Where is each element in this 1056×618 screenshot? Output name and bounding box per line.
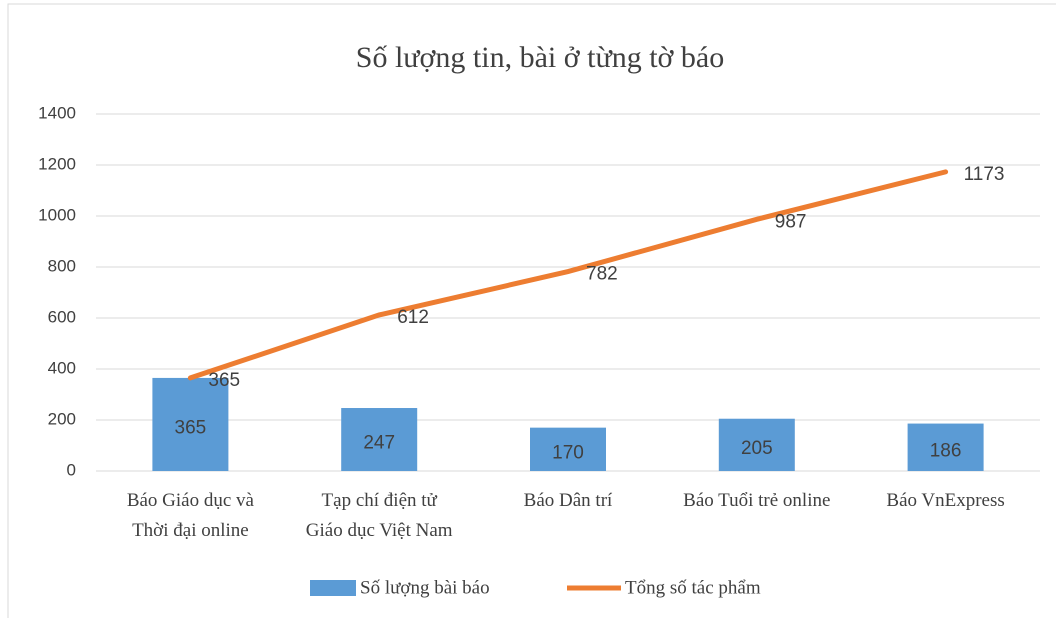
bar-value-label: 365 <box>175 417 207 438</box>
line-value-label: 782 <box>586 264 618 285</box>
y-tick-label: 1000 <box>38 205 76 224</box>
chart-border <box>7 3 1056 618</box>
bar-value-label: 170 <box>552 442 584 463</box>
x-tick-label: Tạp chí điện tử Giáo dục Việt Nam <box>306 490 453 541</box>
bar-value-label: 205 <box>741 438 773 459</box>
bar <box>907 423 984 471</box>
bar-value-label: 247 <box>363 433 395 454</box>
line-value-label: 987 <box>775 211 807 232</box>
chart-title: Số lượng tin, bài ở từng tờ báo <box>356 41 724 74</box>
legend-swatch <box>310 580 356 596</box>
x-tick-label: Báo Giáo dục và Thời đại online <box>127 490 255 541</box>
x-tick-label: Báo Dân trí <box>524 490 613 511</box>
y-tick-label: 400 <box>48 358 76 377</box>
bar <box>341 408 418 471</box>
x-tick-label: Báo VnExpress <box>886 490 1004 511</box>
y-tick-label: 0 <box>67 460 76 479</box>
bar <box>530 427 606 471</box>
legend-label: Tổng số tác phẩm <box>625 577 761 598</box>
line-value-label: 365 <box>208 370 240 391</box>
y-tick-label: 1400 <box>38 103 76 122</box>
line-value-label: 1173 <box>964 164 1005 185</box>
bar-value-label: 186 <box>930 440 962 461</box>
y-tick-label: 800 <box>48 256 76 275</box>
y-tick-label: 1200 <box>38 154 76 173</box>
bar <box>152 377 229 471</box>
bar <box>718 418 795 471</box>
line-value-label: 612 <box>397 307 429 328</box>
legend-label: Số lượng bài báo <box>360 577 490 598</box>
y-tick-label: 600 <box>48 307 76 326</box>
x-tick-label: Báo Tuổi trẻ online <box>683 490 830 511</box>
y-tick-label: 200 <box>48 409 76 428</box>
line <box>187 169 949 381</box>
